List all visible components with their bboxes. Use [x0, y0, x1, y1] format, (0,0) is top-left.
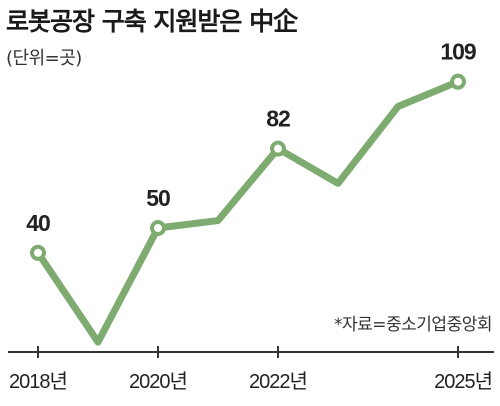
x-tick-label: 2025년	[434, 370, 492, 393]
x-tick-label: 2022년	[249, 370, 307, 393]
data-point-marker	[270, 140, 286, 157]
data-point-marker	[30, 244, 46, 261]
chart-title: 로봇공장 구축 지원받은 中企	[6, 7, 298, 36]
data-point-marker	[150, 220, 166, 236]
data-label: 40	[26, 210, 50, 236]
series-markers	[30, 73, 466, 261]
data-point-marker	[450, 73, 466, 90]
series-line	[34, 78, 462, 346]
data-label: 109	[440, 39, 476, 65]
x-tick-label: 2020년	[129, 370, 187, 393]
source-note: *자료=중소기업중앙회	[334, 315, 492, 335]
data-labels: 40 50 82 109	[26, 39, 477, 236]
x-tick-label: 2018년	[9, 370, 67, 393]
data-label: 82	[266, 106, 290, 132]
x-axis-ticks: 2018년 2020년 2022년 2025년	[9, 346, 493, 393]
data-label: 50	[146, 185, 170, 211]
unit-label: (단위=곳)	[6, 48, 82, 69]
